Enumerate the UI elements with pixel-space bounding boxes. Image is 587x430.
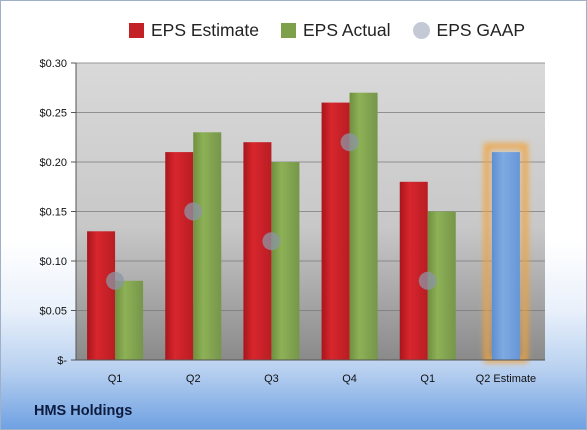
legend-swatch-eps-estimate (129, 22, 144, 38)
legend-label-eps-gaap: EPS GAAP (436, 19, 526, 40)
legend-swatch-eps-actual (280, 22, 296, 38)
legend-item-eps-estimate: EPS Estimate (129, 20, 259, 41)
bar-eps-actual (271, 162, 300, 360)
bar-eps-actual (193, 132, 222, 360)
x-tick-label: Q1 (420, 373, 435, 385)
legend-swatch-eps-gaap (412, 21, 430, 39)
bar-eps-estimate (243, 142, 272, 360)
marker-eps-gaap (106, 271, 125, 290)
y-tick-label: $- (57, 355, 67, 367)
marker-eps-gaap (340, 133, 359, 152)
legend-label-eps-estimate: EPS Estimate (151, 19, 259, 40)
legend-label-eps-actual: EPS Actual (302, 19, 391, 40)
x-tick-label: Q4 (342, 373, 357, 385)
bar-eps-estimate (87, 231, 116, 360)
company-name: HMS Holdings (34, 403, 133, 419)
bar-eps-estimate (399, 181, 428, 360)
legend-item-eps-gaap: EPS GAAP (412, 19, 526, 41)
chart-legend: EPS Estimate EPS Actual EPS GAAP (129, 18, 525, 42)
legend-item-eps-actual: EPS Actual (280, 19, 391, 41)
y-tick-label: $0.05 (39, 306, 67, 318)
marker-eps-gaap (262, 232, 281, 251)
y-tick-label: $0.25 (39, 108, 67, 120)
y-tick-label: $0.10 (39, 256, 67, 268)
x-tick-label: Q2 Estimate (476, 373, 537, 385)
y-tick-label: $0.20 (39, 157, 67, 169)
bar-q2-estimate (491, 152, 520, 360)
x-tick-label: Q3 (264, 373, 279, 385)
marker-eps-gaap (418, 271, 437, 290)
x-tick-label: Q2 (186, 373, 201, 385)
bar-eps-actual (349, 92, 378, 360)
x-tick-label: Q1 (108, 373, 123, 385)
bar-eps-estimate (165, 152, 194, 360)
y-tick-label: $0.30 (39, 58, 67, 70)
y-tick-label: $0.15 (39, 207, 67, 219)
marker-eps-gaap (184, 202, 203, 221)
bar-eps-actual (115, 280, 144, 360)
